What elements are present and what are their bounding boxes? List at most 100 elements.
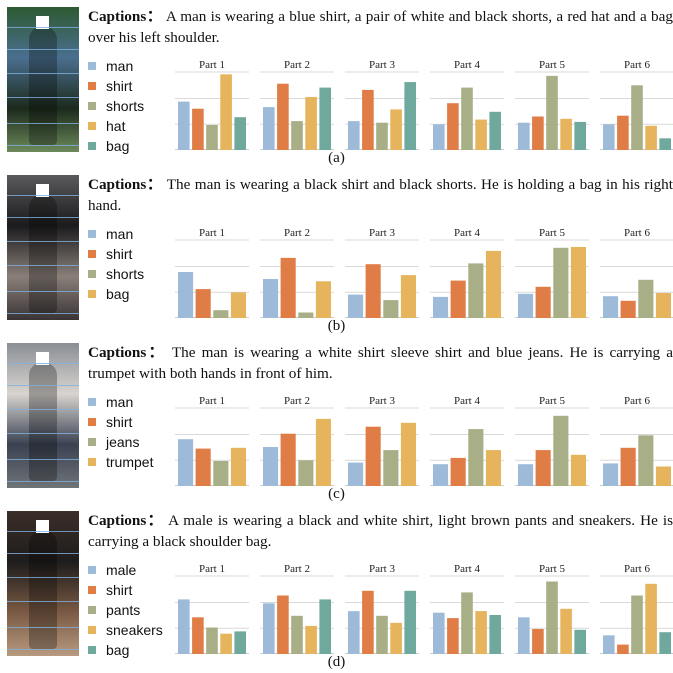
bar-pants xyxy=(206,627,218,654)
bar-shorts xyxy=(291,121,303,150)
bar-hat xyxy=(390,109,402,150)
legend-swatch xyxy=(88,290,96,298)
legend-swatch xyxy=(88,250,96,258)
chart-part: Part 6 xyxy=(600,563,673,654)
bar-shirt xyxy=(280,257,296,318)
bar-sneakers xyxy=(220,633,232,654)
pedestrian-photo xyxy=(7,511,79,656)
person-silhouette xyxy=(29,531,57,649)
subfigure-tag: (b) xyxy=(327,318,346,334)
part-label: Part 6 xyxy=(624,395,650,407)
bar-shirt xyxy=(532,629,544,654)
bar-shirt xyxy=(365,426,381,486)
bar-male xyxy=(433,612,445,654)
bar-man xyxy=(348,121,360,150)
chart-part: Part 2 xyxy=(260,395,334,486)
part-label: Part 1 xyxy=(199,395,225,407)
part-divider-line xyxy=(7,217,79,218)
bar-bag xyxy=(230,292,246,318)
bar-pants xyxy=(376,615,388,654)
bar-man xyxy=(603,296,619,318)
bar-trumpet xyxy=(655,466,671,486)
legend-label: jeans xyxy=(106,434,140,450)
bar-bag xyxy=(400,275,416,318)
chart-part: Part 5 xyxy=(515,227,589,318)
bar-sneakers xyxy=(560,608,572,654)
caption-label: Captions： xyxy=(88,8,163,25)
bar-bag xyxy=(234,631,246,654)
chart-part: Part 4 xyxy=(430,563,504,654)
bar-bag xyxy=(489,615,501,654)
bar-bag xyxy=(404,590,416,654)
bar-shorts xyxy=(461,87,473,150)
part-divider-line xyxy=(7,195,79,196)
caption-text: Captions： A male is wearing a black and … xyxy=(88,510,673,552)
part-label: Part 5 xyxy=(539,227,565,239)
bar-jeans xyxy=(638,435,654,486)
caption-label: Captions： xyxy=(88,512,164,529)
legend-label: shirt xyxy=(106,78,133,94)
legend-label: hat xyxy=(106,118,126,134)
legend-swatch xyxy=(88,438,96,446)
part-divider-line xyxy=(7,601,79,602)
part-divider-line xyxy=(7,145,79,146)
person-silhouette xyxy=(29,27,57,145)
legend-label: man xyxy=(106,58,134,74)
bar-jeans xyxy=(468,429,484,486)
subfigure-tag: (d) xyxy=(327,654,346,670)
bar-shirt xyxy=(535,286,551,318)
bar-man xyxy=(518,464,534,486)
chart-part: Part 1 xyxy=(175,395,249,486)
bar-shirt xyxy=(450,280,466,318)
chart-part: Part 3 xyxy=(345,395,419,486)
legend-swatch xyxy=(88,102,96,110)
bar-shirt xyxy=(277,595,289,654)
pedestrian-photo xyxy=(7,175,79,320)
bar-trumpet xyxy=(315,418,331,486)
part-label: Part 5 xyxy=(539,59,565,71)
legend-label: shorts xyxy=(106,98,145,114)
bar-man xyxy=(518,293,534,318)
part-divider-line xyxy=(7,531,79,532)
caption-body: The man is wearing a white shirt sleeve … xyxy=(88,344,673,382)
bar-shirt xyxy=(277,83,289,150)
face-mask xyxy=(36,352,49,365)
bar-man xyxy=(178,272,194,318)
bar-bag xyxy=(570,247,586,318)
legend-label: bag xyxy=(106,138,130,154)
bar-man xyxy=(433,464,449,486)
part-label: Part 2 xyxy=(284,59,310,71)
bar-trumpet xyxy=(485,450,501,486)
bar-man xyxy=(178,439,194,486)
bar-sneakers xyxy=(305,625,317,654)
legend-swatch xyxy=(88,566,96,574)
bar-trumpet xyxy=(230,447,246,486)
chart-part: Part 2 xyxy=(260,563,334,654)
bar-pants xyxy=(546,581,558,654)
bar-shirt xyxy=(447,618,459,654)
bar-bag xyxy=(404,82,416,150)
part-divider-line xyxy=(7,27,79,28)
bar-shirt xyxy=(195,448,211,486)
bar-jeans xyxy=(213,461,229,486)
part-divider-line xyxy=(7,49,79,50)
figure-panel: Captions： The man is wearing a white shi… xyxy=(0,336,673,504)
bar-man xyxy=(263,279,279,318)
chart-part: Part 6 xyxy=(600,59,673,150)
part-label: Part 4 xyxy=(454,563,480,575)
bar-man xyxy=(178,101,190,150)
part-divider-line xyxy=(7,481,79,482)
subfigure-tag: (a) xyxy=(328,150,345,166)
chart-part: Part 3 xyxy=(345,227,419,318)
bar-shorts xyxy=(546,75,558,150)
legend-swatch xyxy=(88,646,96,654)
bar-bag xyxy=(485,250,501,318)
part-label: Part 3 xyxy=(369,395,395,407)
part-divider-line xyxy=(7,363,79,364)
bar-hat xyxy=(220,74,232,150)
bar-bag xyxy=(489,111,501,150)
bar-bag xyxy=(319,87,331,150)
part-label: Part 4 xyxy=(454,227,480,239)
chart-part: Part 1 xyxy=(175,563,249,654)
bar-trumpet xyxy=(400,422,416,486)
